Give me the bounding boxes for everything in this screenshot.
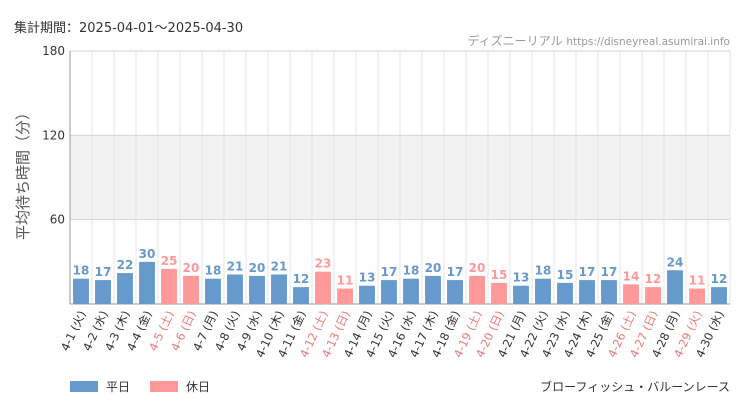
- bar: [447, 280, 463, 304]
- site-url[interactable]: https://disneyreal.asumirai.info: [566, 36, 730, 48]
- bar: [359, 285, 375, 304]
- data-label: 20: [469, 261, 486, 275]
- bar: [623, 284, 639, 304]
- data-label: 17: [381, 265, 398, 279]
- bar: [161, 268, 177, 304]
- bar: [381, 280, 397, 304]
- legend-label-weekday: 平日: [106, 380, 131, 394]
- bar: [205, 278, 221, 304]
- bar: [557, 282, 573, 304]
- legend-swatch-holiday: [150, 381, 179, 392]
- bar: [711, 287, 727, 304]
- bar: [293, 287, 309, 304]
- legend-label-holiday: 休日: [186, 380, 211, 394]
- data-label: 20: [249, 261, 266, 275]
- legend: 平日 休日: [70, 378, 230, 395]
- bar: [73, 278, 89, 304]
- data-label: 17: [95, 265, 112, 279]
- data-label: 18: [73, 264, 90, 278]
- data-label: 15: [557, 268, 574, 282]
- bar: [645, 287, 661, 304]
- data-label: 20: [425, 261, 442, 275]
- data-label: 17: [447, 265, 464, 279]
- bar: [117, 273, 133, 304]
- bar: [227, 274, 243, 304]
- data-label: 12: [293, 272, 310, 286]
- data-label: 11: [689, 274, 706, 288]
- data-label: 24: [667, 255, 684, 269]
- legend-item-holiday[interactable]: 休日: [150, 378, 210, 395]
- legend-swatch-weekday: [70, 381, 98, 392]
- bar: [601, 280, 617, 304]
- bar: [667, 270, 683, 304]
- site-name: ディズニーリアル: [467, 34, 563, 48]
- data-label: 11: [337, 274, 354, 288]
- y-tick-label: 60: [50, 213, 65, 227]
- data-label: 12: [711, 272, 728, 286]
- legend-item-weekday[interactable]: 平日: [70, 378, 130, 395]
- bar: [535, 278, 551, 304]
- bar: [139, 261, 155, 304]
- data-label: 18: [205, 264, 222, 278]
- data-label: 13: [513, 271, 530, 285]
- data-label: 20: [183, 261, 200, 275]
- bar: [491, 282, 507, 304]
- bar: [337, 288, 353, 304]
- y-tick-label: 180: [42, 44, 65, 58]
- data-label: 15: [491, 268, 508, 282]
- bar: [95, 280, 111, 304]
- bar: [249, 275, 265, 304]
- data-label: 21: [227, 259, 244, 273]
- bar: [183, 275, 199, 304]
- y-tick-label: 120: [42, 128, 65, 142]
- data-label: 17: [579, 265, 596, 279]
- aggregation-period: 集計期間：2025-04-01～2025-04-30: [14, 21, 244, 36]
- bar: [403, 278, 419, 304]
- data-label: 22: [117, 258, 134, 272]
- attraction-name: ブローフィッシュ・バルーンレース: [540, 380, 730, 394]
- data-label: 21: [271, 259, 288, 273]
- data-label: 30: [139, 247, 156, 261]
- bar: [315, 271, 331, 304]
- data-label: 12: [645, 272, 662, 286]
- bar: [579, 280, 595, 304]
- data-label: 13: [359, 271, 376, 285]
- bar: [425, 275, 441, 304]
- data-label: 18: [535, 264, 552, 278]
- data-label: 14: [623, 269, 640, 283]
- data-label: 18: [403, 264, 420, 278]
- data-label: 23: [315, 257, 332, 271]
- bar: [513, 285, 529, 304]
- site-credit: ディズニーリアル https://disneyreal.asumirai.inf…: [467, 32, 730, 49]
- bar: [689, 288, 705, 304]
- bar: [271, 274, 287, 304]
- data-label: 17: [601, 265, 618, 279]
- bar: [469, 275, 485, 304]
- data-label: 25: [161, 254, 178, 268]
